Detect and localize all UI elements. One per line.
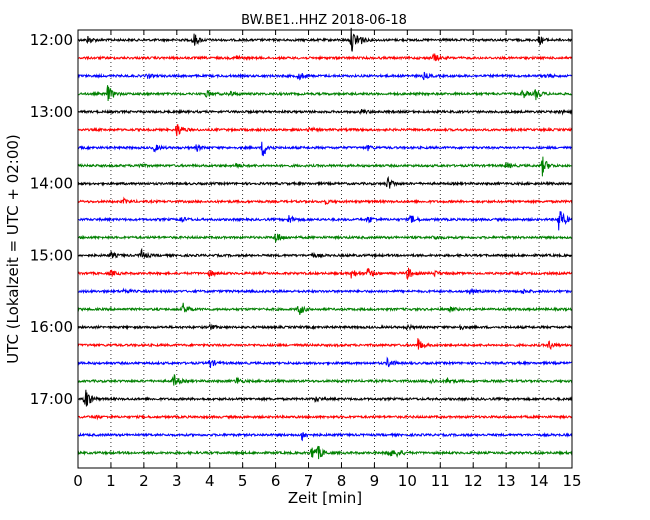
x-tick-label: 5: [238, 472, 248, 490]
y-tick-label: 17:00: [30, 390, 73, 408]
trace-1200: [77, 27, 573, 52]
trace-1715: [77, 413, 573, 421]
trace-1330: [77, 141, 573, 157]
trace-group: [77, 27, 573, 460]
x-tick-label: 3: [172, 472, 182, 490]
x-tick-label: 15: [562, 472, 581, 490]
trace-1430: [77, 211, 573, 231]
x-tick-label: 8: [337, 472, 347, 490]
trace-1615: [77, 338, 573, 351]
trace-1515: [77, 267, 573, 281]
plot-frame: [77, 29, 573, 469]
x-tick-label: 6: [271, 472, 281, 490]
trace-1630: [77, 356, 573, 369]
chart-title: BW.BE1..HHZ 2018-06-18: [241, 13, 407, 28]
y-tick-label: 12:00: [30, 31, 73, 49]
x-axis-ticks: 0 1 2 3 4 5 6 7 8 9 10 11 12 13 14 15: [73, 30, 582, 490]
y-tick-label: 15:00: [30, 246, 73, 264]
trace-1745: [77, 445, 573, 460]
trace-1600: [77, 322, 573, 331]
trace-1445: [77, 233, 573, 243]
trace-1415: [77, 196, 573, 205]
x-tick-label: 12: [464, 472, 483, 490]
x-tick-label: 4: [205, 472, 215, 490]
x-tick-label: 13: [497, 472, 516, 490]
trace-1345: [77, 156, 573, 177]
x-tick-label: 10: [398, 472, 417, 490]
y-tick-label: 13:00: [30, 103, 73, 121]
x-tick-label: 0: [73, 472, 83, 490]
x-tick-label: 11: [431, 472, 450, 490]
trace-1315: [77, 124, 573, 137]
x-tick-label: 2: [139, 472, 149, 490]
x-axis-label: Zeit [min]: [288, 489, 362, 507]
x-tick-label: 9: [370, 472, 380, 490]
y-tick-label: 14:00: [30, 175, 73, 193]
y-axis-label: UTC (Lokalzeit = UTC + 02:00): [4, 134, 22, 364]
trace-1215: [77, 53, 573, 62]
trace-1730: [77, 432, 573, 442]
trace-1700: [77, 389, 573, 407]
trace-1230: [77, 71, 573, 81]
trace-1645: [77, 374, 573, 386]
x-tick-label: 7: [304, 472, 314, 490]
x-tick-label: 1: [106, 472, 116, 490]
trace-1545: [77, 302, 573, 315]
trace-1245: [77, 85, 573, 101]
trace-1300: [77, 108, 573, 116]
trace-1530: [77, 287, 573, 295]
grid-lines: [110, 30, 540, 468]
x-tick-label: 14: [530, 472, 549, 490]
trace-1400: [77, 175, 573, 189]
y-axis-ticks: 12:00 13:00 14:00 15:00 16:00 17:00: [30, 31, 572, 408]
y-tick-label: 16:00: [30, 318, 73, 336]
trace-1500: [77, 247, 573, 260]
